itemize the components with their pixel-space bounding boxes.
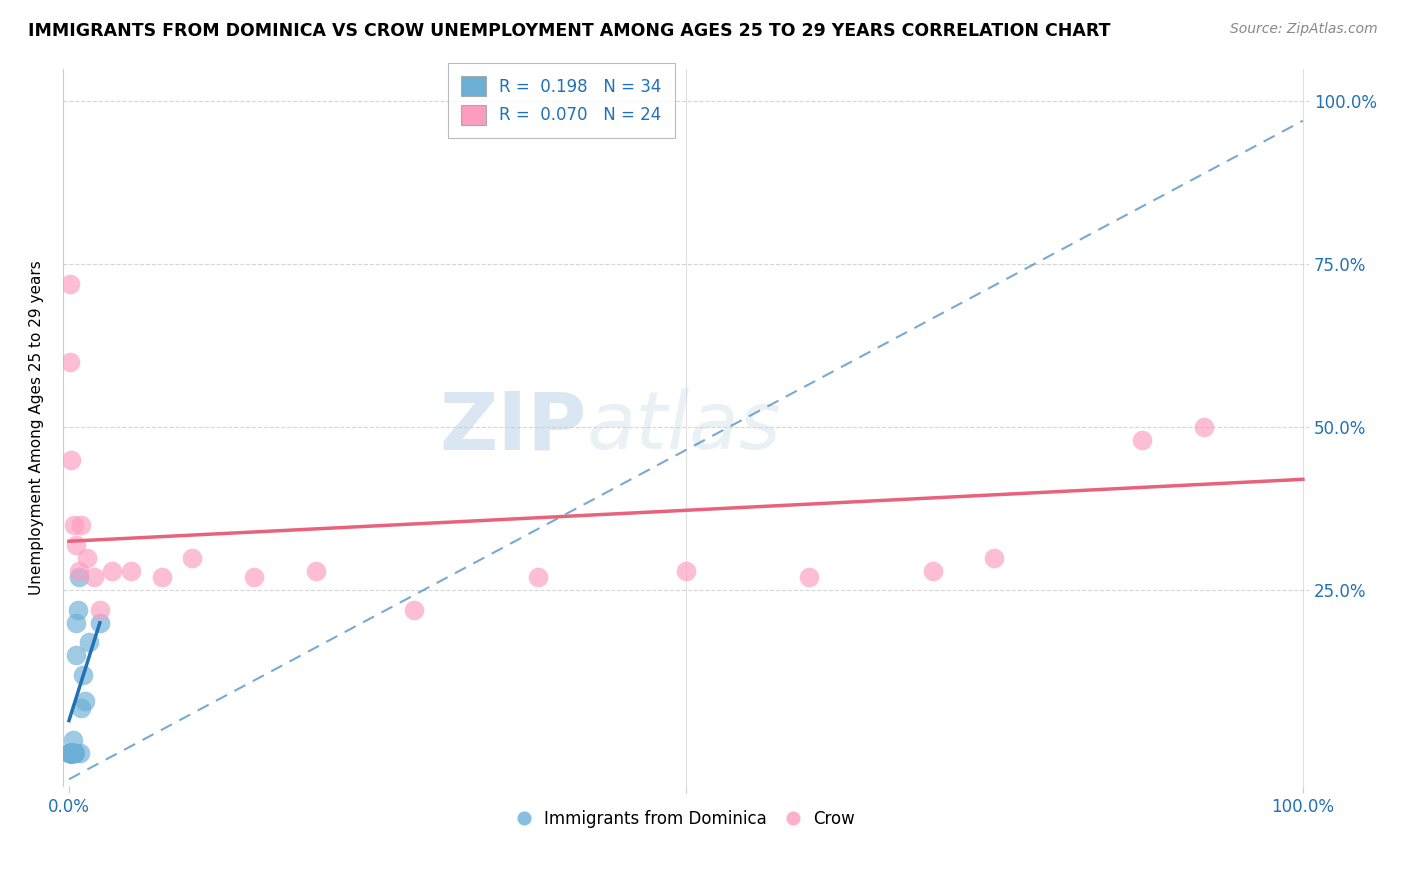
Point [921,564,943,578]
Point [89,615,111,630]
Point [101,564,124,578]
Point [58,746,80,760]
Point [72,668,94,682]
Point [77,635,100,649]
Point [66,603,89,617]
Text: Source: ZipAtlas.com: Source: ZipAtlas.com [1230,22,1378,37]
Text: ZIP: ZIP [439,388,586,467]
Point [59,746,82,760]
Point [63,518,86,533]
Legend: Immigrants from Dominica, Crow: Immigrants from Dominica, Crow [510,804,862,835]
Point [59,746,82,760]
Point [62,746,84,760]
Point [305,564,328,578]
Y-axis label: Unemployment Among Ages 25 to 29 years: Unemployment Among Ages 25 to 29 years [30,260,44,595]
Point [70,518,93,533]
Point [59,746,82,760]
Point [59,277,82,291]
Point [65,615,87,630]
Point [67,570,90,584]
Point [60,746,83,760]
Point [60,746,83,760]
Text: IMMIGRANTS FROM DOMINICA VS CROW UNEMPLOYMENT AMONG AGES 25 TO 29 YEARS CORRELAT: IMMIGRANTS FROM DOMINICA VS CROW UNEMPLO… [28,22,1111,40]
Point [60,746,83,760]
Point [1192,420,1215,434]
Point [65,537,87,551]
Point [63,746,86,760]
Point [799,570,821,584]
Point [70,700,93,714]
Point [59,355,82,369]
Point [62,746,84,760]
Point [62,733,84,747]
Point [59,746,82,760]
Point [89,603,111,617]
Point [63,746,86,760]
Text: atlas: atlas [586,388,780,467]
Point [58,746,80,760]
Point [404,603,426,617]
Point [60,746,83,760]
Point [243,570,266,584]
Point [60,746,83,760]
Point [69,746,91,760]
Point [675,564,697,578]
Point [63,746,86,760]
Point [150,570,173,584]
Point [59,746,82,760]
Point [59,746,82,760]
Point [76,550,98,565]
Point [527,570,550,584]
Point [59,746,82,760]
Point [65,648,87,663]
Point [67,564,90,578]
Point [181,550,204,565]
Point [60,452,83,467]
Point [120,564,142,578]
Point [73,694,96,708]
Point [59,746,82,760]
Point [1132,433,1154,447]
Point [60,746,83,760]
Point [59,746,82,760]
Point [59,746,82,760]
Point [83,570,105,584]
Point [983,550,1005,565]
